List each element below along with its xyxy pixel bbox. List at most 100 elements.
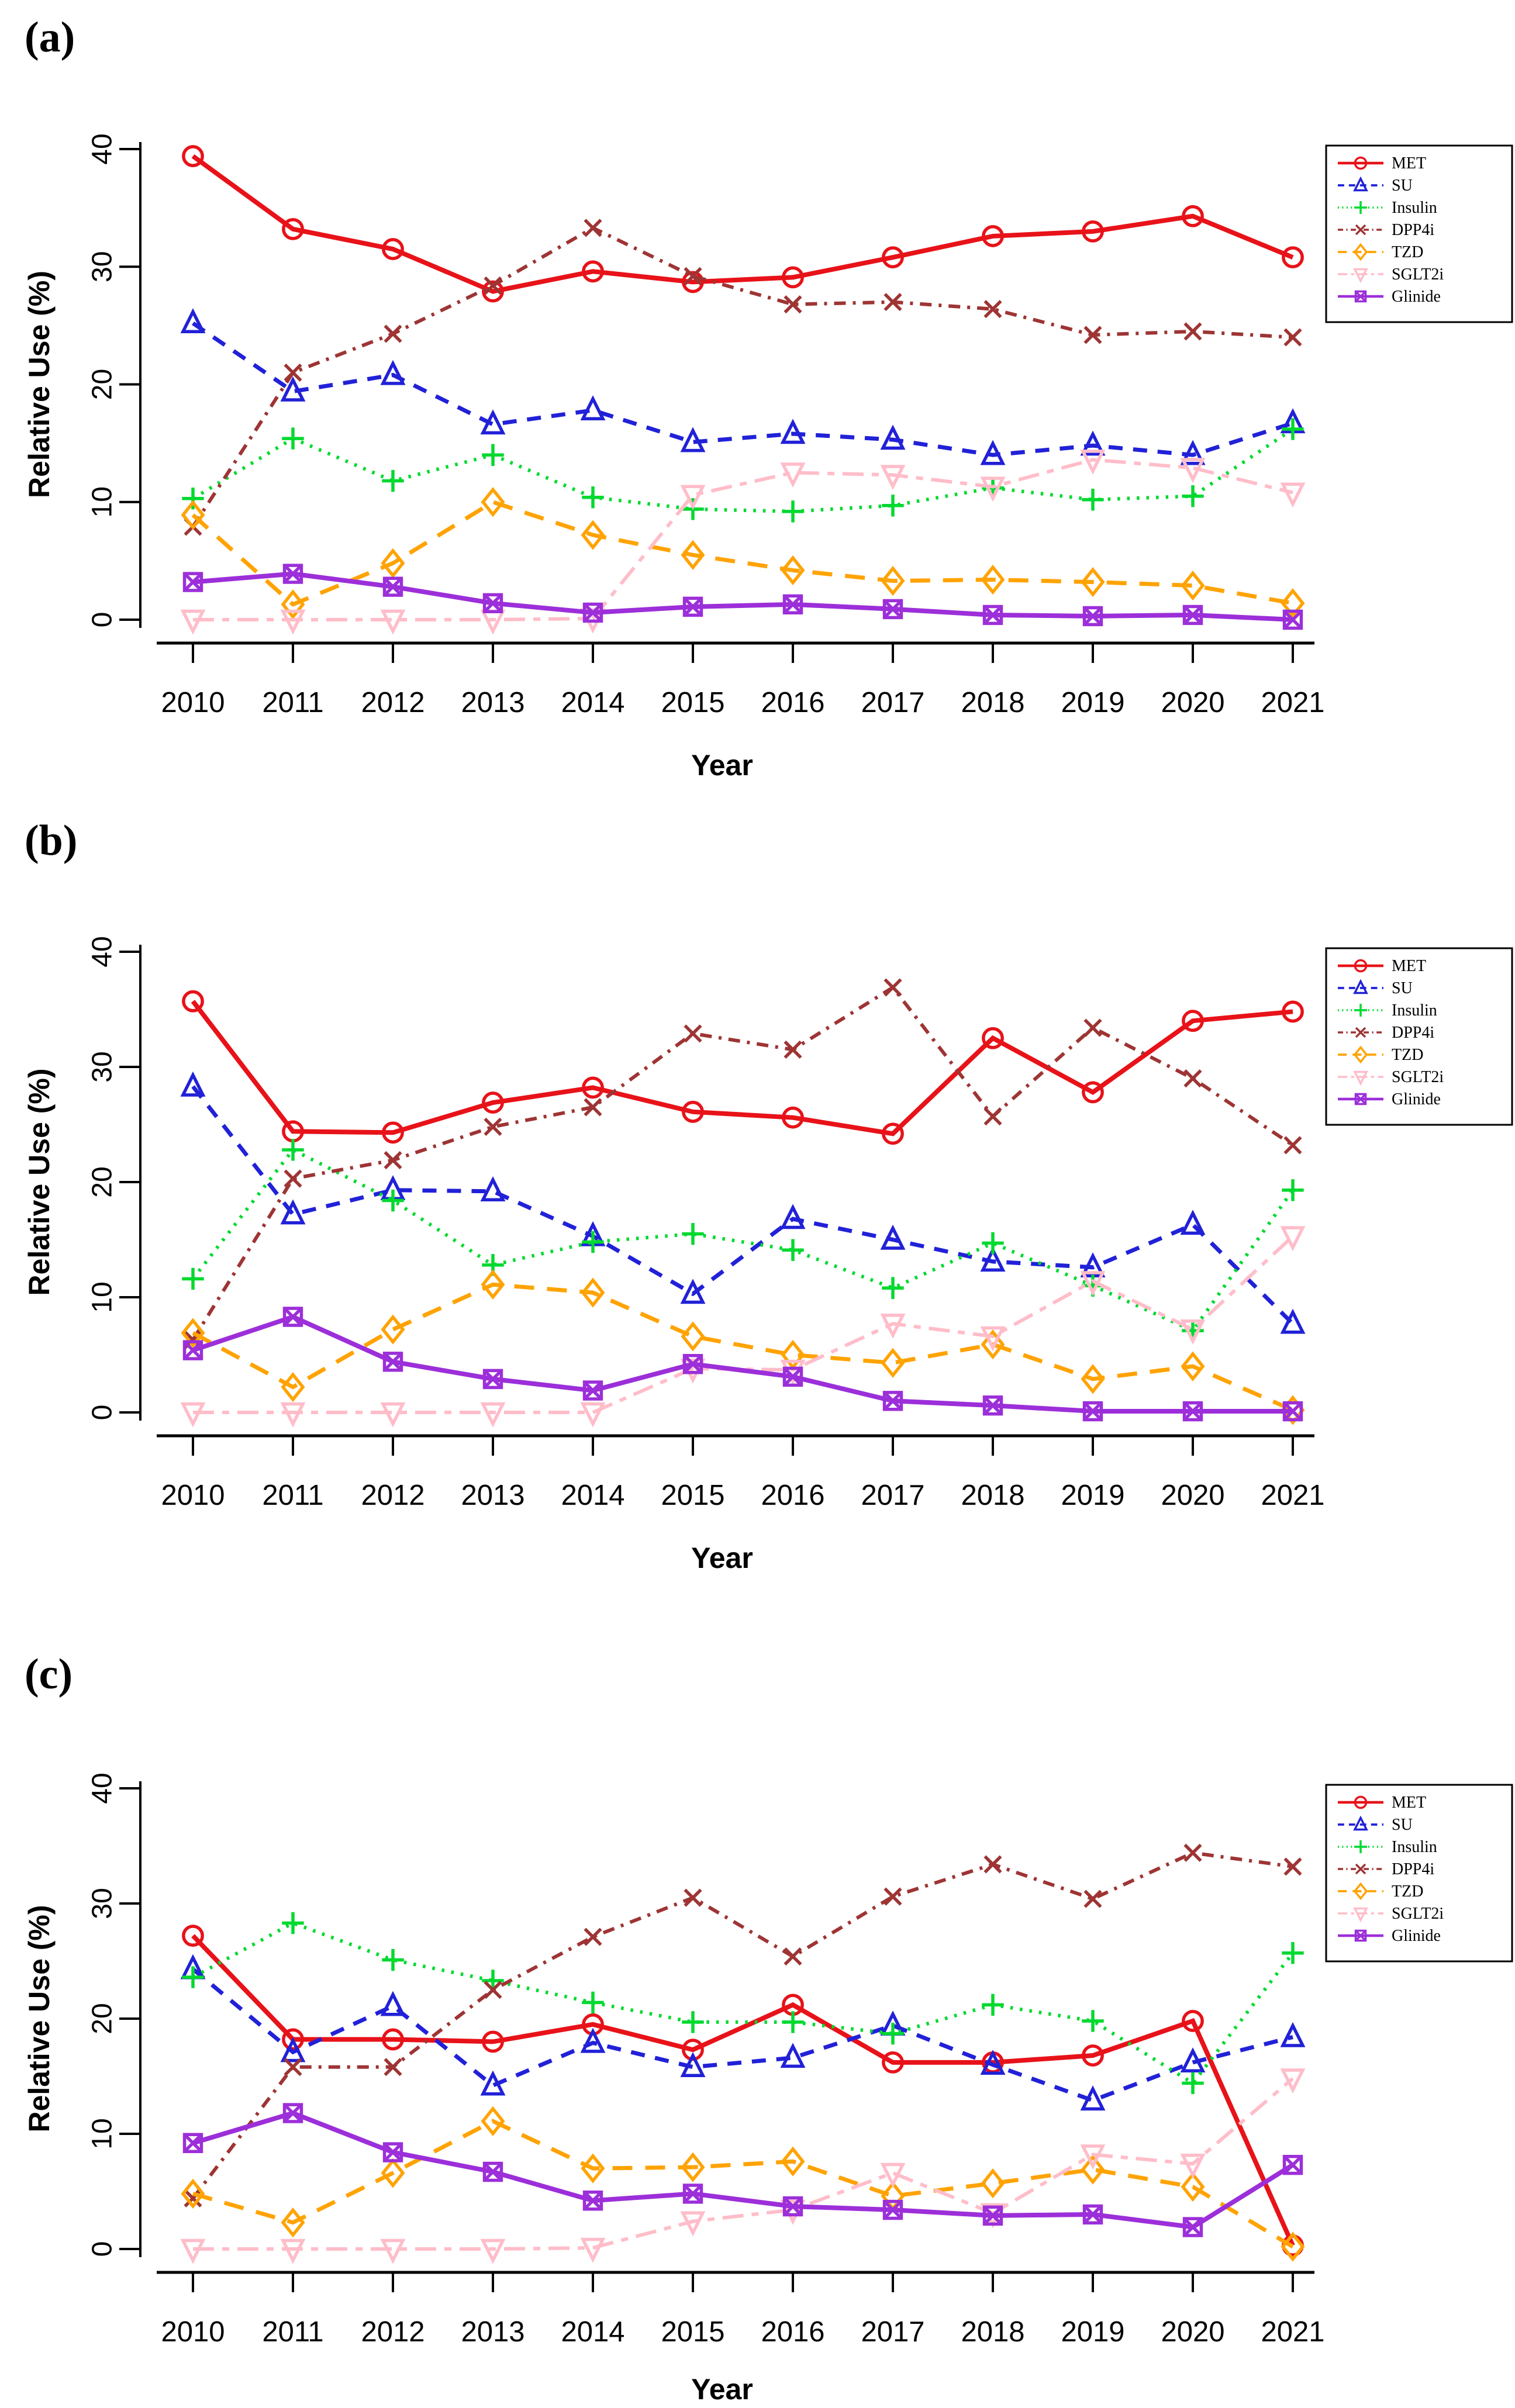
Insulin-point-2020 [1182, 2072, 1204, 2095]
MET-point-2016 [782, 1106, 804, 1129]
series-MET-line [191, 154, 1294, 294]
x-tick-label: 2010 [161, 1480, 225, 1511]
legend-marker-Glinide [1354, 1093, 1367, 1105]
Insulin-point-2021 [1282, 1179, 1304, 1201]
Glinide-point-2017 [882, 1391, 903, 1411]
x-tick-label: 2012 [361, 2316, 425, 2348]
MET-point-2021 [1282, 246, 1304, 269]
x-tick-label: 2018 [961, 1480, 1024, 1511]
y-tick-label: 30 [87, 251, 118, 282]
legend-marker-TZD [1353, 243, 1368, 261]
legend-item-Glinide: Glinide [1338, 1090, 1441, 1108]
x-tick-label: 2010 [161, 2316, 225, 2348]
SGLT2i-point-2014 [580, 2237, 606, 2263]
Insulin-point-2021 [1282, 418, 1304, 440]
Glinide-point-2013 [482, 2161, 503, 2182]
TZD-point-2015 [681, 540, 705, 570]
legend: MET SU Insulin DPP4i TZD SGLT2i Glinide [1325, 1784, 1513, 1963]
Insulin-point-2017 [882, 2022, 904, 2045]
Insulin-point-2013 [482, 444, 504, 466]
Insulin-point-2018 [982, 1994, 1004, 2016]
TZD-point-2010 [181, 1318, 205, 1348]
TZD-point-2020 [1181, 570, 1205, 601]
legend-label: SGLT2i [1392, 265, 1444, 284]
series-Glinide-line [192, 571, 1293, 622]
x-tick-label: 2014 [561, 2316, 624, 2348]
y-tick-label: 30 [87, 1888, 118, 1919]
MET-point-2014 [582, 1076, 604, 1099]
legend-label: DPP4i [1392, 1024, 1434, 1042]
Glinide-point-2010 [182, 572, 203, 592]
x-tick-label: 2015 [661, 2316, 724, 2348]
SGLT2i-point-2021 [1280, 1226, 1306, 1252]
DPP4i-point-2015 [684, 267, 702, 285]
TZD-point-2018 [981, 564, 1005, 595]
MET-point-2019 [1082, 220, 1104, 243]
MET-point-2018 [982, 1027, 1004, 1049]
legend-marker-SU [1353, 176, 1368, 192]
Glinide-point-2018 [982, 1395, 1003, 1416]
SGLT2i-point-2015 [680, 2211, 706, 2237]
MET-point-2020 [1182, 2010, 1204, 2032]
series-TZD [181, 2106, 1305, 2262]
x-tick-label: 2021 [1261, 1480, 1324, 1511]
series-Glinide-line [192, 1314, 1293, 1414]
Glinide-point-2021 [1282, 2154, 1303, 2175]
series-SU-line [191, 1967, 1293, 2103]
x-tick-label: 2016 [761, 2316, 824, 2348]
SGLT2i-point-2014 [580, 1402, 606, 1428]
legend-label: MET [1392, 154, 1426, 172]
series-SU-line [191, 1085, 1295, 1325]
legend-item-TZD: TZD [1338, 1045, 1423, 1064]
series-Insulin-line [192, 1921, 1295, 2086]
series-DPP4i [184, 219, 1302, 536]
y-tick-label: 10 [87, 1281, 118, 1312]
SU-point-2013 [480, 1176, 506, 1201]
SGLT2i-point-2019 [1080, 2144, 1106, 2170]
Insulin-point-2020 [1182, 485, 1204, 507]
legend-marker-TZD [1353, 1882, 1368, 1901]
x-tick-label: 2012 [361, 1480, 425, 1511]
Insulin-point-2018 [982, 1232, 1004, 1255]
Glinide-point-2010 [182, 1340, 203, 1360]
series-SGLT2i [180, 2068, 1306, 2264]
series-TZD-line [192, 2119, 1294, 2249]
TZD-point-2012 [381, 2158, 405, 2188]
DPP4i-point-2021 [1283, 1136, 1302, 1155]
TZD-point-2014 [581, 2153, 605, 2184]
series-TZD-line [191, 499, 1293, 607]
legend-marker-DPP4i [1355, 1027, 1366, 1038]
SGLT2i-point-2012 [380, 1402, 406, 1428]
legend-marker-SGLT2i [1353, 1070, 1368, 1086]
series-MET [182, 145, 1304, 303]
SGLT2i-point-2010 [180, 2238, 206, 2264]
SU-point-2019 [1080, 430, 1106, 456]
series-SGLT2i-line [193, 458, 1293, 621]
Insulin-point-2011 [282, 1912, 304, 1934]
y-axis-title: Relative Use (%) [23, 1068, 56, 1295]
SU-point-2015 [680, 2052, 706, 2077]
legend-item-DPP4i: DPP4i [1338, 1860, 1434, 1878]
legend-item-TZD: TZD [1338, 243, 1423, 261]
SU-point-2011 [280, 1199, 306, 1225]
TZD-point-2016 [781, 555, 805, 586]
SU-point-2015 [680, 1279, 706, 1304]
SU-point-2016 [780, 419, 806, 444]
MET-point-2010 [182, 990, 204, 1013]
Insulin-point-2017 [882, 1277, 904, 1299]
legend-item-Insulin: Insulin [1338, 1001, 1437, 1020]
DPP4i-point-2014 [584, 1098, 602, 1117]
MET-point-2013 [482, 280, 504, 303]
series-SGLT2i [180, 450, 1306, 635]
TZD-point-2021 [1281, 588, 1305, 619]
series-DPP4i [184, 978, 1302, 1349]
legend-label: MET [1392, 1794, 1426, 1812]
Insulin-point-2017 [882, 495, 904, 517]
SGLT2i-point-2020 [1180, 458, 1206, 483]
DPP4i-point-2018 [983, 1855, 1002, 1874]
DPP4i-point-2019 [1083, 1889, 1102, 1908]
y-tick-label: 20 [87, 2003, 118, 2034]
TZD-point-2020 [1181, 2171, 1205, 2202]
DPP4i-point-2019 [1083, 1018, 1102, 1037]
Insulin-point-2016 [782, 500, 804, 523]
